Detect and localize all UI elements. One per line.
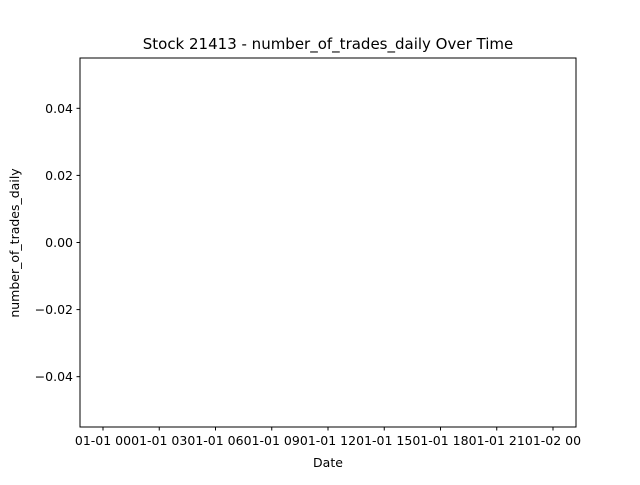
x-tick-label: 01-01 00 xyxy=(75,433,131,448)
y-tick-label: 0.04 xyxy=(45,101,73,116)
plot-frame xyxy=(79,57,577,428)
y-axis-label: number_of_trades_daily xyxy=(7,168,22,318)
x-tick-label: 01-01 03 xyxy=(131,433,187,448)
plot-area xyxy=(80,58,576,427)
y-tick-label: 0.02 xyxy=(45,168,73,183)
x-axis: 01-01 00 01-01 03 01-01 06 01-01 09 01-01 12… xyxy=(75,427,581,448)
x-tick-label: 01-01 18 xyxy=(412,433,468,448)
y-tick-label: −0.04 xyxy=(35,369,73,384)
x-tick-label: 01-01 06 xyxy=(187,433,243,448)
y-axis: 0.04 0.02 0.00 −0.02 −0.04 xyxy=(35,101,80,384)
x-tick-label: 01-02 00 xyxy=(525,433,581,448)
x-tick-label: 01-01 12 xyxy=(300,433,356,448)
y-tick-label: −0.02 xyxy=(35,302,73,317)
chart-title: Stock 21413 - number_of_trades_daily Ove… xyxy=(143,35,514,54)
x-tick-label: 01-01 15 xyxy=(356,433,412,448)
x-axis-label: Date xyxy=(313,455,343,470)
y-tick-label: 0.00 xyxy=(45,235,73,250)
x-tick-label: 01-01 21 xyxy=(469,433,525,448)
x-tick-label: 01-01 09 xyxy=(244,433,300,448)
